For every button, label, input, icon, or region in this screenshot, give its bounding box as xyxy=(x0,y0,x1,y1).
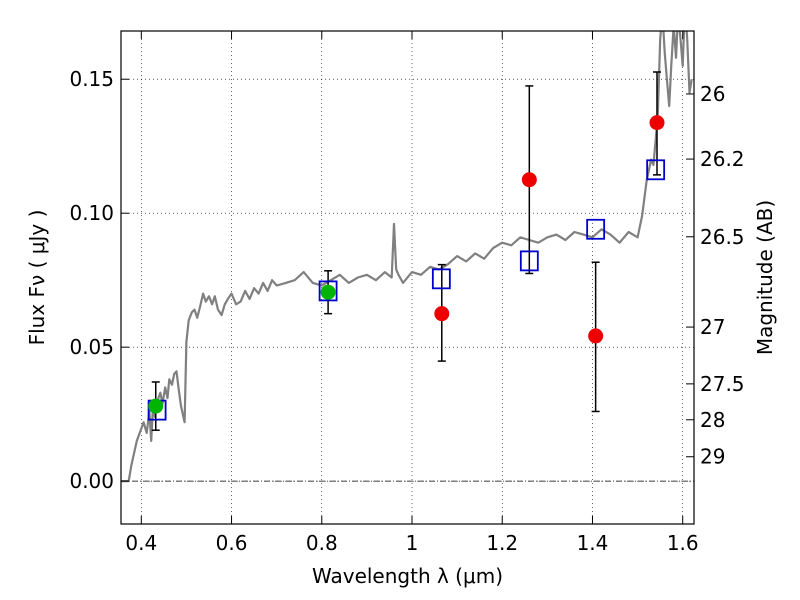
mag-tick-label: 26.2 xyxy=(700,147,745,171)
red-data-point xyxy=(588,328,604,344)
y-tick-label: 0.10 xyxy=(69,201,114,225)
x-tick-label: 1.2 xyxy=(486,531,518,555)
axis-labels: Wavelength λ (μm) Flux Fν ( μJy ) Magnitud… xyxy=(25,200,777,588)
mag-tick-label: 27 xyxy=(700,315,725,339)
x-tick-label: 0.8 xyxy=(306,531,338,555)
green-data-point xyxy=(148,398,164,414)
model-sed-line xyxy=(121,31,693,483)
mag-tick-label: 26 xyxy=(700,82,725,106)
x-axis-label: Wavelength λ (μm) xyxy=(312,564,503,588)
mag-tick-label: 26.5 xyxy=(700,225,745,249)
model-band-square xyxy=(519,250,539,272)
x-tick-label: 1.6 xyxy=(667,531,699,555)
plot-area xyxy=(121,31,693,483)
x-tick-label: 1.4 xyxy=(577,531,609,555)
mag-tick-label: 28 xyxy=(700,408,725,432)
red-data-point xyxy=(434,306,450,322)
x-tick-label: 0.4 xyxy=(125,531,157,555)
y-axis-label: Flux Fν ( μJy ) xyxy=(25,210,49,346)
model-band-square xyxy=(431,268,451,290)
right-axis-label: Magnitude (AB) xyxy=(753,200,777,355)
red-data-point xyxy=(521,172,537,188)
model-band-square xyxy=(318,280,338,302)
y-tick-label: 0.05 xyxy=(69,335,114,359)
ticks: 0.4 0.6 0.8 1 1.2 1.4 1.6 0.00 0.05 0.10 0.15 26 26.… xyxy=(69,31,745,555)
model-band-square xyxy=(646,159,666,181)
axes-frame xyxy=(120,30,695,525)
y-tick-label: 0.00 xyxy=(69,469,114,493)
grid xyxy=(121,31,694,524)
model-band-square xyxy=(586,218,606,240)
mag-tick-label: 29 xyxy=(700,445,725,469)
x-tick-label: 1 xyxy=(406,531,419,555)
y-tick-label: 0.15 xyxy=(69,67,114,91)
mag-tick-label: 27.5 xyxy=(700,372,745,396)
red-data-point xyxy=(649,115,665,131)
x-tick-label: 0.6 xyxy=(216,531,248,555)
green-data-point xyxy=(320,284,336,300)
